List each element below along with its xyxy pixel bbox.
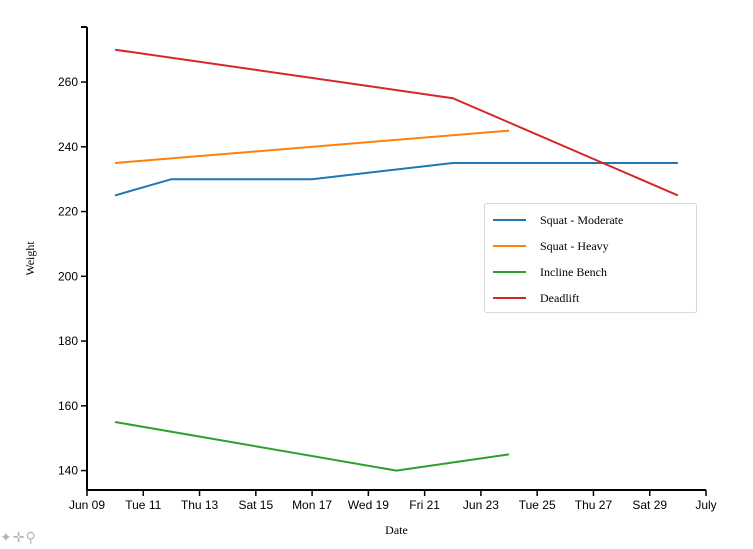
y-tick-label: 220 (58, 205, 78, 219)
x-tick-label: Jun 09 (69, 498, 105, 512)
x-tick-label: Jun 23 (463, 498, 499, 512)
series-line-2 (114, 421, 510, 472)
x-axis-title: Date (385, 523, 408, 537)
x-tick-label: Fri 21 (409, 498, 440, 512)
y-axis: 140 160 180 200 220 240 260 (58, 26, 88, 490)
x-tick-label: July (695, 498, 716, 512)
legend-label-2: Incline Bench (540, 265, 607, 279)
pan-icon[interactable]: ✛ (12, 530, 25, 546)
x-tick-label: Sat 29 (632, 498, 667, 512)
legend-label-3: Deadlift (540, 291, 580, 305)
x-tick-label: Thu 13 (181, 498, 219, 512)
y-tick-label: 200 (58, 269, 78, 283)
y-axis-title: Weight (23, 241, 37, 276)
legend-box (484, 203, 697, 313)
x-tick-label: Tue 25 (519, 498, 556, 512)
x-tick-label: Sat 15 (238, 498, 273, 512)
brand-icon[interactable]: ✦ (0, 530, 12, 546)
series-line-1 (115, 129, 510, 164)
series-layer (114, 48, 679, 472)
legend: Squat - Moderate Squat - Heavy Incline Ben… (484, 203, 697, 313)
x-tick-label: Thu 27 (575, 498, 613, 512)
zoom-icon[interactable]: ⚲ (25, 530, 36, 546)
plot-toolbar: ✦ ✛ ⚲ (0, 529, 36, 547)
series-line-0 (114, 162, 678, 197)
series-line-3 (114, 48, 679, 197)
legend-label-0: Squat - Moderate (540, 213, 623, 227)
legend-label-1: Squat - Heavy (540, 239, 609, 253)
y-tick-label: 240 (58, 140, 78, 154)
y-tick-label: 260 (58, 75, 78, 89)
x-tick-label: Mon 17 (292, 498, 332, 512)
y-tick-label: 140 (58, 464, 78, 478)
x-axis: Jun 09 Tue 11 Thu 13 Sat 15 Mon 17 Wed 19 Fri … (69, 489, 717, 512)
y-tick-label: 160 (58, 399, 78, 413)
x-tick-label: Wed 19 (348, 498, 389, 512)
y-tick-label: 180 (58, 334, 78, 348)
x-tick-label: Tue 11 (125, 498, 161, 512)
